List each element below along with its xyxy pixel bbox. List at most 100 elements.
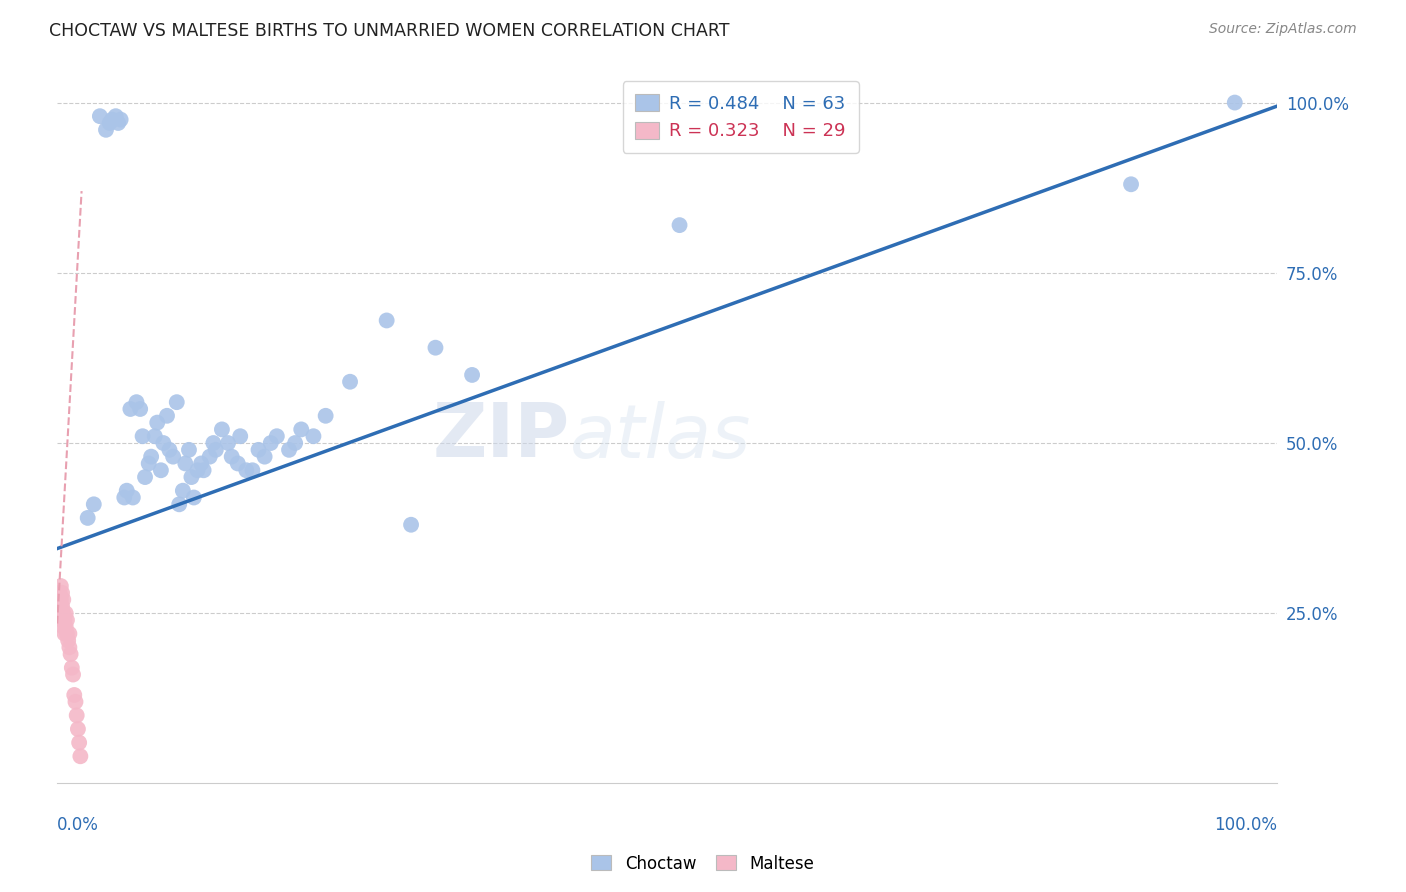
Text: CHOCTAW VS MALTESE BIRTHS TO UNMARRIED WOMEN CORRELATION CHART: CHOCTAW VS MALTESE BIRTHS TO UNMARRIED W… [49,22,730,40]
Point [59,647,82,661]
Point [253,450,276,464]
Legend: R = 0.484    N = 63, R = 0.323    N = 29: R = 0.484 N = 63, R = 0.323 N = 29 [623,81,859,153]
Point [110,112,132,127]
Point [266,429,288,443]
Point [65,695,87,709]
Point [51,613,73,627]
Point [48,599,70,614]
Point [149,463,172,477]
Point [177,442,200,457]
Point [131,429,153,443]
Point [217,436,239,450]
Point [290,422,312,436]
Point [162,450,184,464]
Point [66,722,89,736]
Point [53,626,76,640]
Point [125,395,148,409]
Point [60,661,83,675]
Point [221,450,243,464]
Point [56,633,79,648]
Point [190,457,212,471]
Point [172,483,194,498]
Point [174,457,197,471]
Point [315,409,337,423]
Point [51,599,73,614]
Point [139,450,162,464]
Point [58,626,80,640]
Point [101,112,124,127]
Point [55,620,77,634]
Point [146,416,169,430]
Point [1223,95,1246,110]
Text: atlas: atlas [569,401,751,473]
Point [89,109,111,123]
Point [120,402,142,417]
Point [51,586,73,600]
Point [66,708,89,723]
Point [49,579,72,593]
Point [49,592,72,607]
Text: ZIP: ZIP [433,401,569,474]
Point [339,375,361,389]
Point [425,341,447,355]
Point [98,116,121,130]
Point [107,116,129,130]
Point [235,463,257,477]
Point [52,607,75,621]
Point [302,429,325,443]
Point [67,736,90,750]
Point [63,688,86,702]
Point [69,749,91,764]
Point [180,470,202,484]
Text: 100.0%: 100.0% [1215,815,1278,834]
Point [138,457,160,471]
Point [76,511,98,525]
Point [229,429,252,443]
Point [260,436,283,450]
Point [284,436,307,450]
Point [152,436,174,450]
Point [55,607,77,621]
Point [1119,178,1142,192]
Point [159,442,181,457]
Point [461,368,484,382]
Point [226,457,249,471]
Point [56,626,79,640]
Point [167,497,190,511]
Point [129,402,152,417]
Text: Source: ZipAtlas.com: Source: ZipAtlas.com [1209,22,1357,37]
Point [399,517,422,532]
Point [211,422,233,436]
Point [198,450,221,464]
Point [52,592,75,607]
Point [112,491,135,505]
Point [166,395,188,409]
Point [375,313,398,327]
Point [193,463,215,477]
Text: 0.0%: 0.0% [58,815,98,834]
Point [156,409,179,423]
Point [56,613,79,627]
Point [53,613,76,627]
Point [202,436,225,450]
Point [104,109,127,123]
Point [242,463,264,477]
Point [668,218,690,232]
Point [48,586,70,600]
Point [121,491,143,505]
Point [94,123,117,137]
Point [183,491,205,505]
Point [134,470,156,484]
Point [58,640,80,655]
Point [143,429,166,443]
Point [83,497,105,511]
Point [247,442,270,457]
Point [204,442,226,457]
Point [62,667,84,681]
Point [49,607,72,621]
Point [278,442,301,457]
Legend: Choctaw, Maltese: Choctaw, Maltese [585,848,821,880]
Point [115,483,138,498]
Point [52,620,75,634]
Point [186,463,208,477]
